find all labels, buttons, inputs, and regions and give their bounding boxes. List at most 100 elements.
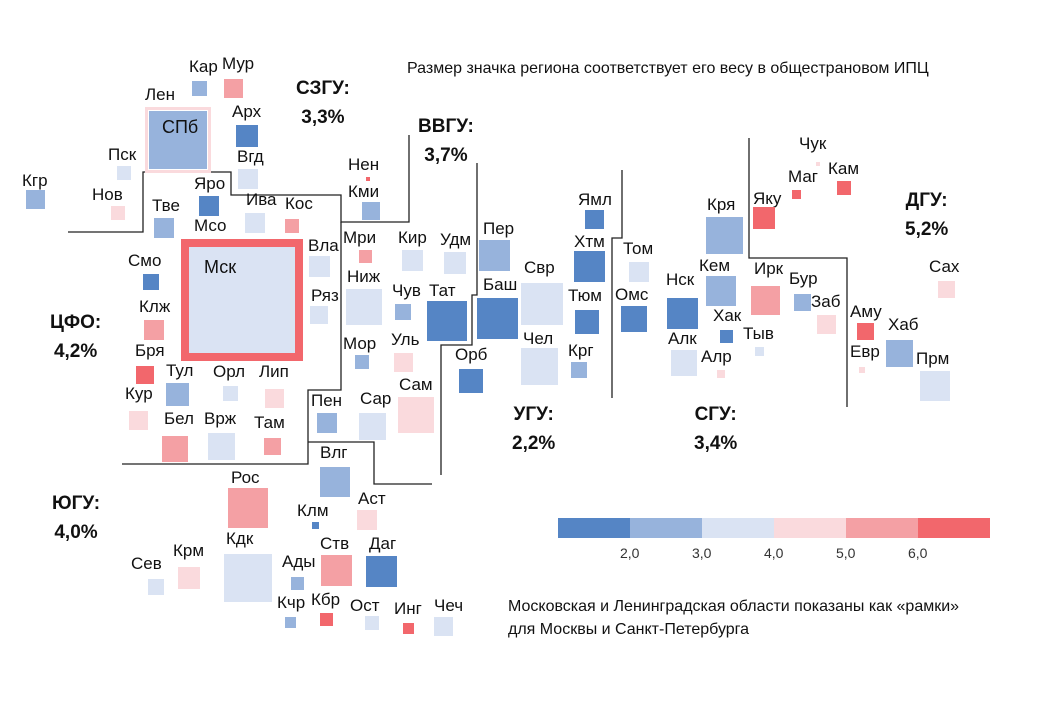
region-tile xyxy=(320,613,333,626)
region-tile xyxy=(245,213,265,233)
region-label: Сам xyxy=(399,375,433,394)
boundary-line xyxy=(440,163,478,475)
region-label: Мор xyxy=(343,334,377,353)
region-label: Алк xyxy=(668,329,697,348)
region-label: Чел xyxy=(523,329,554,348)
footnote-line: Московская и Ленинградская области показ… xyxy=(508,598,960,615)
region-label: Заб xyxy=(811,292,841,311)
region-label: Кам xyxy=(828,159,860,178)
legend-tick: 5,0 xyxy=(836,545,856,561)
region-frame xyxy=(145,107,211,173)
region-tile xyxy=(521,283,563,325)
region-tile xyxy=(366,556,397,587)
region-tile xyxy=(321,555,352,586)
region-label: Ива xyxy=(246,190,277,209)
region-tile xyxy=(857,323,874,340)
region-tile xyxy=(671,350,697,376)
region-tile xyxy=(359,413,386,440)
region-tile xyxy=(753,207,775,229)
region-label: Крм xyxy=(173,541,205,560)
region-tile xyxy=(571,362,587,378)
group-value: 3,7% xyxy=(424,145,468,166)
region-tile xyxy=(938,281,955,298)
region-tile xyxy=(717,370,725,378)
region-tile xyxy=(144,320,164,340)
group-cfo: ЦФО: 4,2% xyxy=(50,308,101,366)
region-tile xyxy=(859,367,865,373)
group-yugu: ЮГУ: 4,0% xyxy=(52,489,100,547)
region-label: Кбр xyxy=(311,590,341,609)
region-tile xyxy=(312,522,319,529)
region-tile xyxy=(585,210,604,229)
group-szgu: СЗГУ: 3,3% xyxy=(296,74,350,132)
region-tile xyxy=(317,413,337,433)
footnote: Московская и Ленинградская области показ… xyxy=(508,595,959,641)
region-label: Аму xyxy=(850,302,882,321)
region-tile xyxy=(285,617,296,628)
region-tile xyxy=(886,340,913,367)
group-name: ЦФО: xyxy=(50,312,102,333)
region-tile xyxy=(521,348,558,385)
region-label: Тул xyxy=(166,361,194,380)
region-label: Ств xyxy=(320,534,350,553)
city-tile xyxy=(149,111,207,169)
region-label: Тыв xyxy=(743,324,774,343)
region-label: Прм xyxy=(916,349,950,368)
region-label: Кдк xyxy=(226,529,254,548)
region-label: Сев xyxy=(131,554,162,573)
region-tile xyxy=(310,306,328,324)
region-tile xyxy=(574,251,605,282)
region-label: Орл xyxy=(213,362,246,381)
region-label: Кос xyxy=(285,194,313,213)
boundary-line xyxy=(611,170,623,398)
region-tile xyxy=(192,81,207,96)
region-label: Кгр xyxy=(22,171,48,190)
region-label: Хтм xyxy=(574,232,605,251)
region-label: Кря xyxy=(707,195,736,214)
region-label: Сар xyxy=(360,389,392,408)
region-label: Тат xyxy=(429,281,456,300)
region-tile xyxy=(166,383,189,406)
group-name: УГУ: xyxy=(513,404,554,425)
region-label: Хак xyxy=(713,306,742,325)
region-tile xyxy=(357,510,377,530)
group-name: СГУ: xyxy=(694,404,737,425)
region-tile xyxy=(816,162,820,166)
region-label: Ады xyxy=(282,552,316,571)
group-vvgu: ВВГУ: 3,7% xyxy=(418,112,474,170)
region-label: Том xyxy=(623,239,654,258)
region-label: Ниж xyxy=(347,267,381,286)
region-tile xyxy=(402,250,423,271)
region-label: Нск xyxy=(666,270,695,289)
region-tile xyxy=(362,202,380,220)
region-tile xyxy=(365,616,379,630)
city-label: Мск xyxy=(204,257,237,277)
region-tile xyxy=(427,301,467,341)
region-tile xyxy=(621,306,647,332)
region-label: Пен xyxy=(311,391,343,410)
legend-tick: 4,0 xyxy=(764,545,784,561)
region-tile xyxy=(837,181,851,195)
region-tile xyxy=(285,219,299,233)
region-label: Тве xyxy=(152,196,180,215)
legend-tick: 2,0 xyxy=(620,545,640,561)
footnote-line: для Москвы и Санкт-Петербурга xyxy=(508,621,750,638)
region-label: Лип xyxy=(259,362,289,381)
region-label: Хаб xyxy=(888,315,919,334)
region-tile xyxy=(751,286,780,315)
region-label: Нен xyxy=(348,155,380,174)
region-tile xyxy=(403,623,414,634)
region-label: Смо xyxy=(128,251,162,270)
region-label: Сах xyxy=(929,257,960,276)
region-label: Мур xyxy=(222,54,255,73)
region-label: Чув xyxy=(392,281,421,300)
region-label: Яро xyxy=(194,174,226,193)
region-tile xyxy=(143,274,159,290)
boundary-line xyxy=(748,138,848,407)
region-label: Вгд xyxy=(237,147,264,166)
region-tile xyxy=(199,196,219,216)
region-tile xyxy=(706,217,743,254)
group-value: 4,0% xyxy=(54,522,98,543)
boundary-line xyxy=(308,441,432,485)
